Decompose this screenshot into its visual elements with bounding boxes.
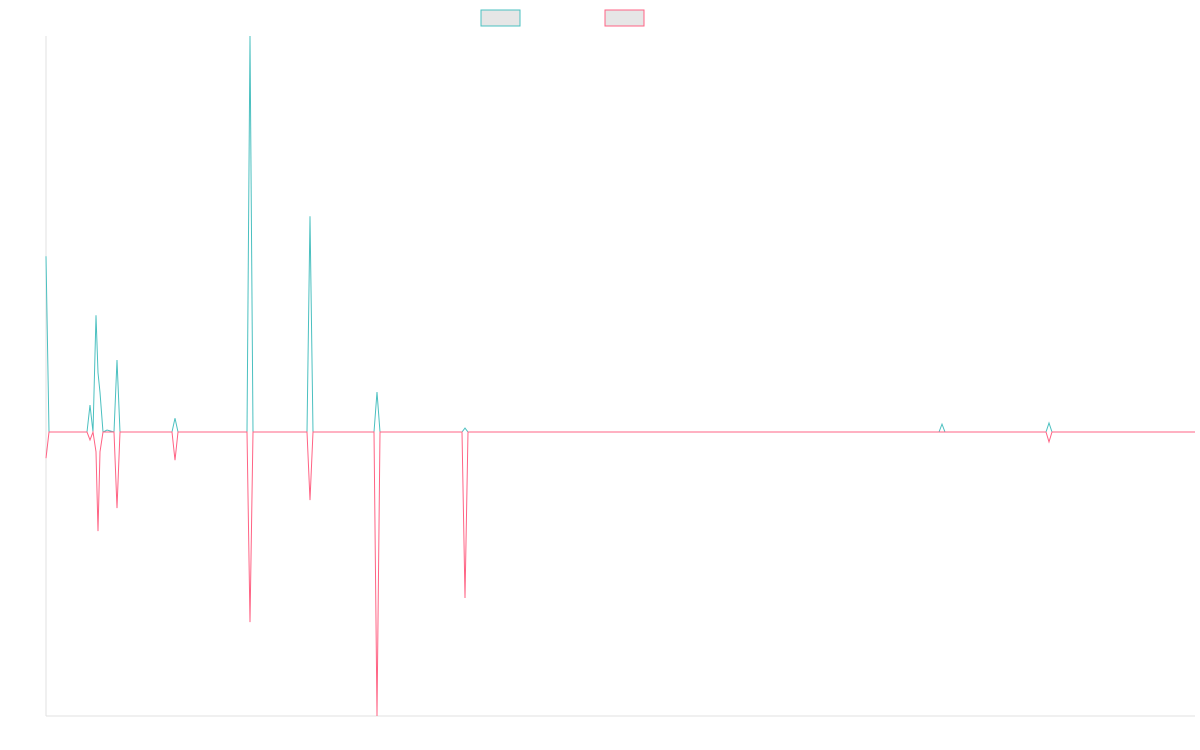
legend-swatch[interactable] (604, 9, 645, 27)
series-line (45, 35, 1195, 433)
series-line (45, 430, 1195, 717)
legend-swatch[interactable] (480, 9, 521, 27)
